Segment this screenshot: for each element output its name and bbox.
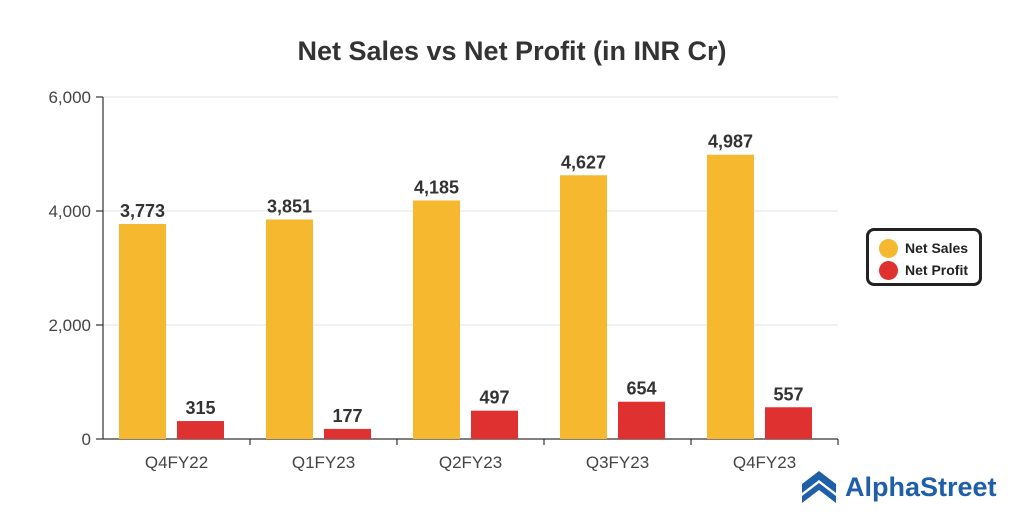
legend-swatch-net-sales	[879, 238, 898, 258]
x-tick-label: Q4FY22	[145, 453, 208, 472]
bar-net-sales	[560, 175, 607, 440]
alphastreet-logo-icon	[802, 471, 836, 503]
bar-net-profit	[765, 407, 812, 439]
x-tick-label: Q2FY23	[439, 453, 502, 472]
data-label: 3,851	[267, 196, 312, 216]
bar-net-sales	[266, 219, 313, 439]
chart-title: Net Sales vs Net Profit (in INR Cr)	[297, 36, 727, 66]
bar-net-sales	[119, 223, 166, 439]
legend-label-net-sales: Net Sales	[905, 240, 969, 256]
data-label: 654	[626, 379, 656, 399]
legend-label-net-profit: Net Profit	[905, 262, 968, 278]
data-label: 4,627	[561, 152, 606, 172]
legend-item-net-profit: Net Profit	[879, 259, 968, 281]
y-tick-label: 4,000	[48, 202, 91, 221]
alphastreet-logo: AlphaStreet	[800, 467, 997, 507]
x-tick-label: Q4FY23	[733, 453, 796, 472]
y-tick-label: 6,000	[48, 88, 91, 107]
bar-net-profit	[618, 401, 665, 439]
y-tick-label: 0	[82, 430, 91, 449]
data-label: 3,773	[120, 201, 165, 221]
data-label: 497	[479, 388, 509, 408]
x-tick-label: Q1FY23	[292, 453, 355, 472]
x-tick-label: Q3FY23	[586, 453, 649, 472]
data-label: 315	[185, 398, 215, 418]
y-tick-label: 2,000	[48, 316, 91, 335]
bar-net-sales	[707, 154, 754, 439]
bar-net-profit	[324, 428, 371, 439]
data-label: 557	[773, 384, 803, 404]
legend-item-net-sales: Net Sales	[879, 237, 968, 259]
brand-name: AlphaStreet	[845, 471, 997, 502]
bar-net-profit	[471, 410, 518, 439]
data-label: 177	[332, 406, 362, 426]
legend-swatch-net-profit	[879, 260, 898, 280]
legend: Net Sales Net Profit	[866, 228, 982, 286]
data-label: 4,987	[708, 132, 753, 152]
bar-net-profit	[177, 421, 224, 439]
data-label: 4,185	[414, 177, 459, 197]
bar-net-sales	[413, 200, 460, 439]
